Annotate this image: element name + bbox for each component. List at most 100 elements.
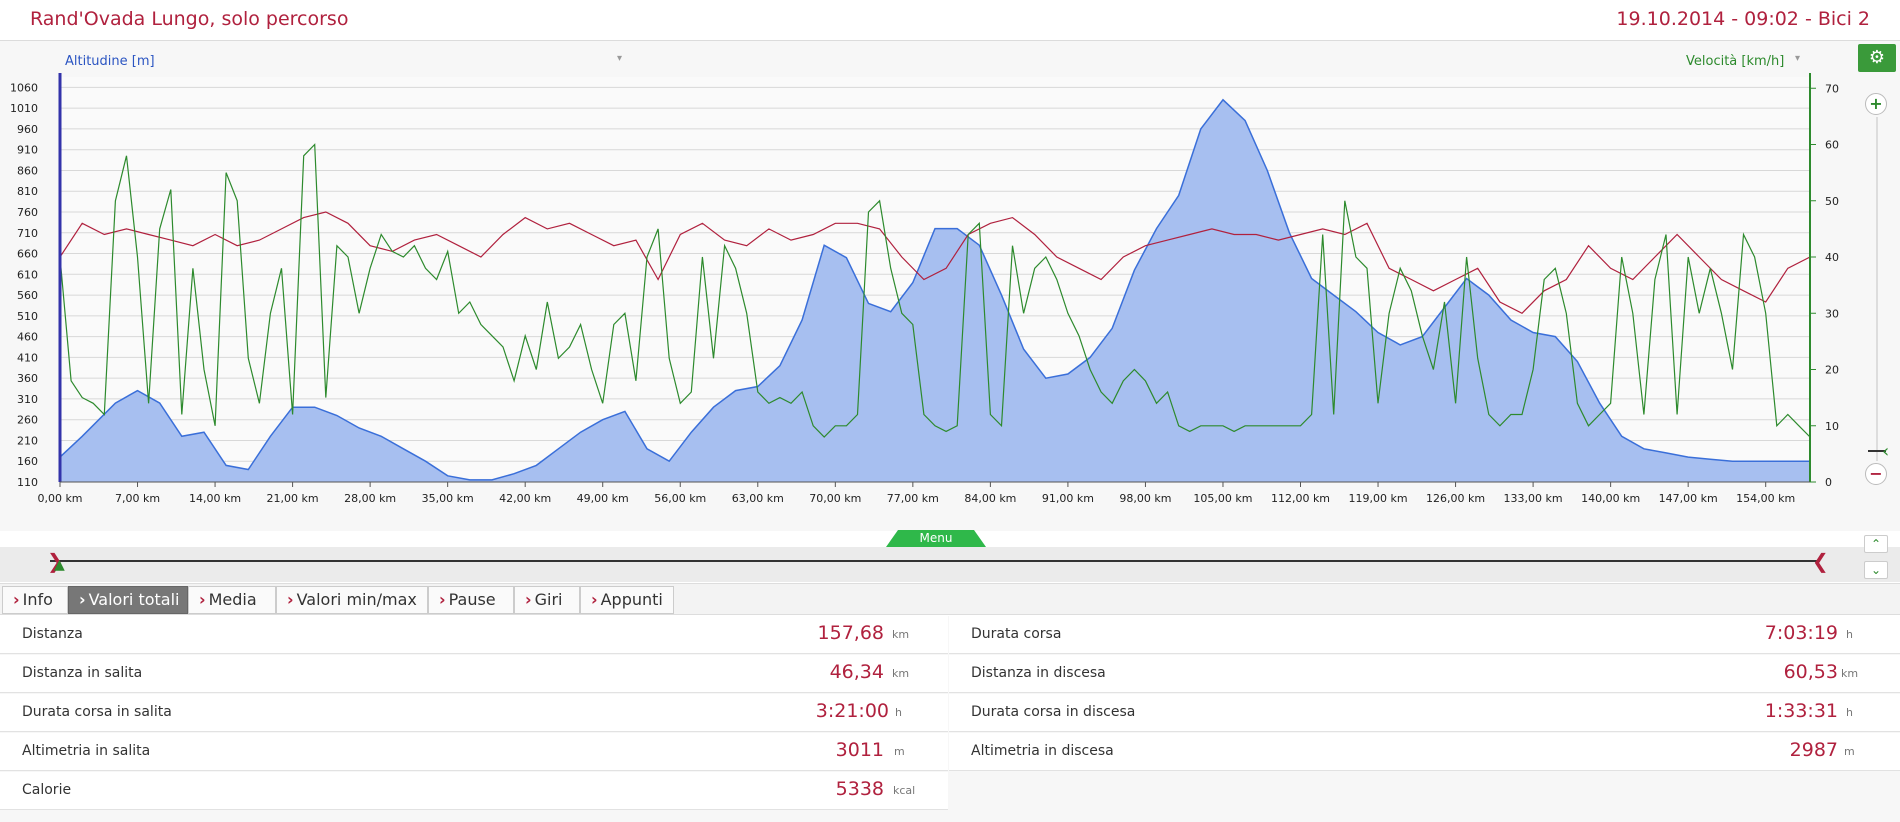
stat-row: Durata corsa 7:03:19 h xyxy=(949,616,1900,654)
zoom-out-button[interactable]: − xyxy=(1865,463,1887,485)
x-tick-label: 14,00 km xyxy=(189,492,241,505)
header: Rand'Ovada Lungo, solo percorso 19.10.20… xyxy=(0,0,1900,41)
x-tick-label: 0,00 km xyxy=(37,492,82,505)
stat-unit: m xyxy=(1844,745,1855,758)
zoom-slider-track[interactable] xyxy=(1876,117,1878,461)
x-tick-label: 49,00 km xyxy=(577,492,629,505)
stat-label: Durata corsa in discesa xyxy=(971,704,1136,720)
tab-media[interactable]: › Media xyxy=(188,586,276,614)
stat-value: 1:33:31 xyxy=(1764,700,1838,722)
y-right-tick-label: 20 xyxy=(1825,364,1839,377)
y-left-tick-label: 710 xyxy=(17,227,38,240)
scroll-up-button[interactable]: ⌃ xyxy=(1864,535,1888,553)
x-tick-label: 112,00 km xyxy=(1271,492,1330,505)
x-tick-label: 91,00 km xyxy=(1042,492,1094,505)
y-left-tick-label: 160 xyxy=(17,455,38,468)
tab-valori-totali[interactable]: › Valori totali xyxy=(68,586,188,614)
stat-unit: h xyxy=(1846,706,1853,719)
stat-label: Altimetria in salita xyxy=(22,743,151,759)
x-tick-label: 119,00 km xyxy=(1348,492,1407,505)
y-right-tick-label: 40 xyxy=(1825,251,1839,264)
stat-label: Distanza in salita xyxy=(22,665,143,681)
stat-unit: km xyxy=(892,667,910,680)
stat-row: Distanza in discesa 60,53 km xyxy=(949,655,1900,693)
legend-altitude[interactable]: Altitudine [m] xyxy=(65,54,155,69)
y-left-tick-label: 310 xyxy=(17,393,38,406)
stat-row: Altimetria in discesa 2987 m xyxy=(949,733,1900,771)
stat-label: Durata corsa in salita xyxy=(22,704,172,720)
x-tick-label: 105,00 km xyxy=(1193,492,1252,505)
x-tick-label: 133,00 km xyxy=(1504,492,1563,505)
zoom-slider-handle[interactable] xyxy=(1868,450,1886,452)
stat-label: Altimetria in discesa xyxy=(971,743,1114,759)
minus-icon: − xyxy=(1869,464,1883,483)
elevation-speed-chart[interactable]: 1060101096091086081076071066061056051046… xyxy=(0,41,1860,531)
legend-speed-dropdown-icon[interactable]: ▾ xyxy=(1795,53,1801,64)
x-tick-label: 63,00 km xyxy=(732,492,784,505)
x-tick-label: 77,00 km xyxy=(887,492,939,505)
stats-panel: Distanza 157,68 km Distanza in salita 46… xyxy=(0,616,1900,822)
page-title: Rand'Ovada Lungo, solo percorso xyxy=(30,8,349,30)
scroll-down-button[interactable]: ⌄ xyxy=(1864,561,1888,579)
settings-button[interactable]: ⚙ xyxy=(1858,44,1896,72)
range-selector[interactable] xyxy=(0,547,1900,582)
stat-label: Durata corsa xyxy=(971,626,1062,642)
menu-tab[interactable]: Menu xyxy=(886,530,986,547)
stat-value: 60,53 xyxy=(1783,661,1838,683)
stat-value: 2987 xyxy=(1789,739,1838,761)
x-tick-label: 154,00 km xyxy=(1736,492,1795,505)
stat-label: Calorie xyxy=(22,782,72,798)
stat-row: Durata corsa in salita 3:21:00 h xyxy=(0,694,948,732)
y-right-tick-label: 10 xyxy=(1825,420,1839,433)
speed-line xyxy=(59,143,1811,438)
chevron-up-icon: ⌃ xyxy=(1870,537,1882,551)
y-left-tick-label: 1060 xyxy=(10,81,38,94)
zoom-arrow-icon: ‹ xyxy=(1882,441,1890,462)
chart-panel: 1060 1010 960 910 860 810 760 710 660 610 560 510 46… xyxy=(0,41,1900,531)
x-tick-label: 140,00 km xyxy=(1581,492,1640,505)
altitude-area xyxy=(60,99,1810,483)
stat-value: 7:03:19 xyxy=(1764,622,1838,644)
stat-unit: kcal xyxy=(893,784,916,797)
x-tick-label: 42,00 km xyxy=(499,492,551,505)
gear-icon: ⚙ xyxy=(1868,47,1886,68)
stat-value: 5338 xyxy=(835,778,884,800)
x-tick-label: 98,00 km xyxy=(1119,492,1171,505)
y-left-tick-label: 610 xyxy=(17,268,38,281)
y-left-tick-label: 910 xyxy=(17,144,38,157)
legend-altitude-dropdown-icon[interactable]: ▾ xyxy=(617,53,623,64)
range-start-handle[interactable]: ❯ xyxy=(47,549,64,573)
stat-value: 3:21:00 xyxy=(815,700,889,722)
x-tick-label: 35,00 km xyxy=(422,492,474,505)
tab-giri[interactable]: › Giri xyxy=(514,586,580,614)
y-left-tick-label: 760 xyxy=(17,206,38,219)
tab-info[interactable]: › Info xyxy=(2,586,68,614)
tab-bar: › Info › Valori totali › Media › Valori min/… xyxy=(0,583,1900,615)
tab-valori-min-max[interactable]: › Valori min/max xyxy=(276,586,428,614)
x-tick-label: 126,00 km xyxy=(1426,492,1485,505)
x-tick-label: 7,00 km xyxy=(115,492,160,505)
y-left-tick-label: 110 xyxy=(17,476,38,489)
x-tick-label: 84,00 km xyxy=(964,492,1016,505)
y-left-tick-label: 960 xyxy=(17,123,38,136)
range-selector-line[interactable] xyxy=(50,560,1820,562)
zoom-in-button[interactable]: + xyxy=(1865,93,1887,115)
chevron-down-icon: ⌄ xyxy=(1870,563,1882,577)
y-left-tick-label: 810 xyxy=(17,185,38,198)
y-right-tick-label: 0 xyxy=(1825,476,1832,489)
y-left-tick-label: 210 xyxy=(17,434,38,447)
stat-row: Distanza in salita 46,34 km xyxy=(0,655,948,693)
plus-icon: + xyxy=(1869,94,1883,113)
y-left-tick-label: 1010 xyxy=(10,102,38,115)
stat-value: 157,68 xyxy=(817,622,884,644)
tab-appunti[interactable]: › Appunti xyxy=(580,586,674,614)
y-right-tick-label: 50 xyxy=(1825,195,1839,208)
legend-speed[interactable]: Velocità [km/h] xyxy=(1686,54,1785,69)
stat-row: Altimetria in salita 3011 m xyxy=(0,733,948,771)
range-end-handle[interactable]: ❮ xyxy=(1812,549,1829,573)
stat-unit: km xyxy=(892,628,910,641)
y-left-tick-label: 660 xyxy=(17,248,38,261)
y-left-tick-label: 360 xyxy=(17,372,38,385)
y-left-tick-label: 410 xyxy=(17,351,38,364)
tab-pause[interactable]: › Pause xyxy=(428,586,514,614)
